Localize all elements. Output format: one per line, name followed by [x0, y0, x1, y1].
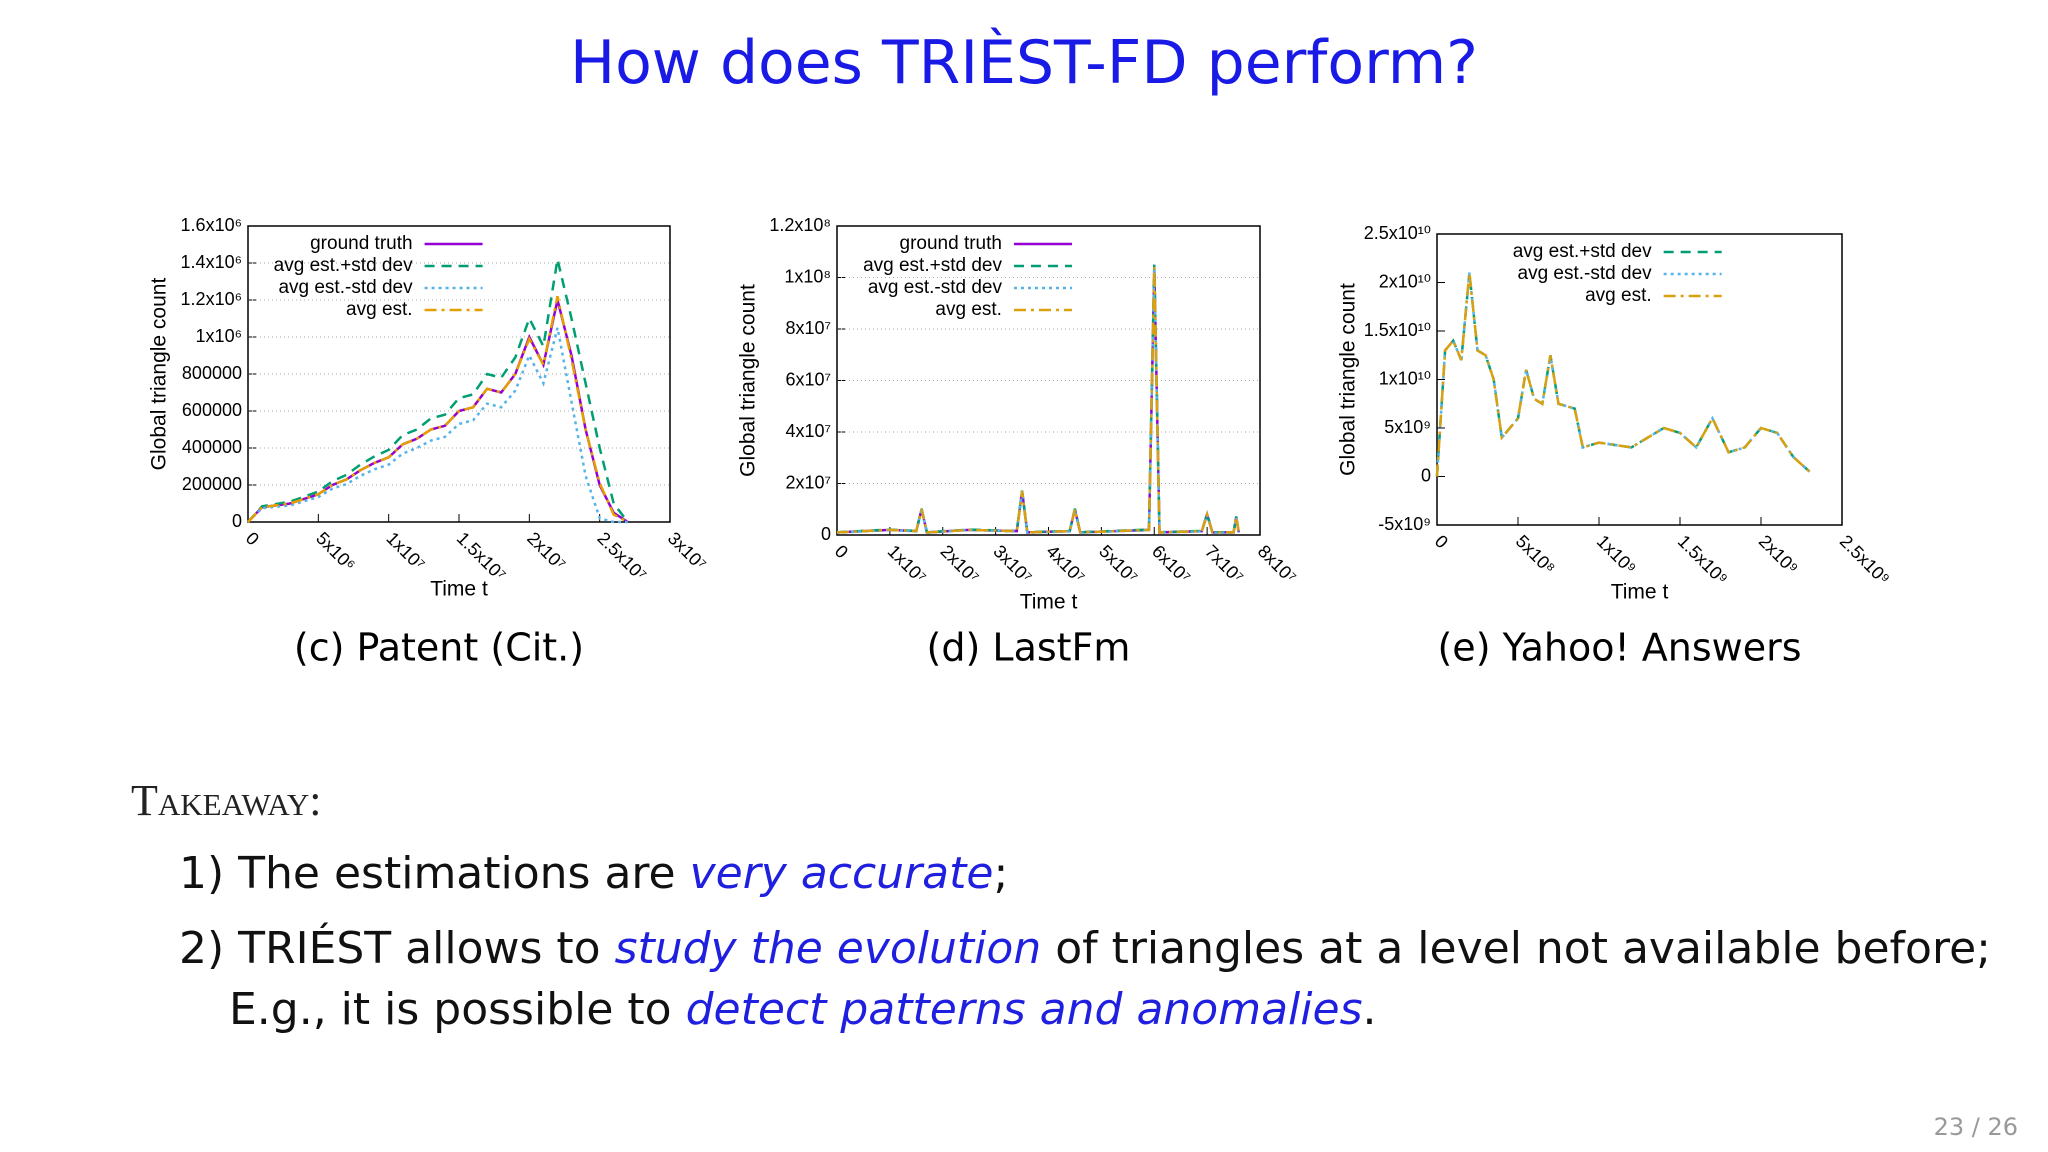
y-tick-label: 1x10⁶	[196, 326, 242, 346]
x-tick-label: 5x10⁸	[1512, 531, 1559, 578]
x-tick-label: 1x10⁷	[382, 528, 428, 574]
series-line	[836, 267, 1241, 534]
y-tick-label: 0	[821, 524, 831, 544]
legend-label: avg est.	[346, 299, 413, 320]
y-axis-title: Global triangle count	[737, 284, 760, 477]
series-line	[247, 327, 628, 524]
y-tick-label: 1.5x10¹⁰	[1364, 320, 1431, 340]
page-number: 23 / 26	[1933, 1113, 2018, 1141]
legend-label: avg est.+std dev	[1513, 241, 1652, 262]
emphasis: study the evolution	[614, 923, 1042, 974]
x-axis-title: Time t	[1611, 581, 1669, 604]
series-line	[836, 267, 1241, 534]
legend-label: avg est.	[1585, 285, 1652, 306]
x-tick-label: 2x10⁷	[523, 528, 569, 574]
legend-label: avg est.+std dev	[863, 255, 1002, 276]
text: 1) The estimations are	[179, 848, 690, 899]
x-tick-label: 0	[1431, 531, 1452, 552]
y-tick-label: 0	[232, 511, 242, 531]
y-tick-label: 4x10⁷	[785, 421, 831, 441]
x-tick-label: 7x10⁷	[1201, 541, 1247, 587]
legend-label: avg est.	[935, 299, 1002, 320]
series-line	[836, 264, 1241, 534]
x-tick-label: 0	[831, 541, 852, 562]
y-tick-label: 2x10⁷	[785, 472, 831, 492]
x-tick-label: 5x10⁷	[1095, 541, 1141, 587]
x-tick-label: 2x10⁷	[937, 541, 983, 587]
x-tick-label: 1x10⁷	[884, 541, 930, 587]
y-tick-label: 1x10¹⁰	[1379, 368, 1431, 388]
takeaway-line: E.g., it is possible to detect patterns …	[229, 988, 1377, 1032]
plot-frame	[1436, 233, 1843, 526]
x-tick-label: 2.5x10⁹	[1836, 531, 1894, 589]
x-axis-title: Time t	[430, 578, 488, 601]
takeaway-heading: Takeaway:	[131, 776, 322, 825]
plot-frame	[247, 225, 671, 523]
y-tick-label: 400000	[182, 437, 242, 457]
text: .	[1362, 984, 1377, 1035]
legend-label: avg est.-std dev	[868, 277, 1003, 298]
y-tick-label: 1.4x10⁶	[181, 252, 242, 272]
legend-label: avg est.-std dev	[278, 277, 413, 298]
x-tick-label: 2x10⁹	[1755, 531, 1802, 578]
y-tick-label: 5x10⁹	[1384, 417, 1431, 437]
legend-label: avg est.-std dev	[1518, 263, 1653, 284]
x-tick-label: 1.5x10⁷	[453, 528, 510, 585]
series-line	[247, 296, 629, 524]
y-tick-label: 1.2x10⁸	[769, 215, 831, 235]
x-tick-label: 3x10⁷	[664, 528, 710, 574]
text: 2) TRIÉST allows to	[179, 923, 615, 974]
y-tick-label: 2.5x10¹⁰	[1364, 223, 1431, 243]
y-axis-title: Global triangle count	[1337, 283, 1360, 476]
y-tick-label: 1.2x10⁶	[181, 289, 242, 309]
series-line	[1435, 272, 1811, 477]
x-tick-label: 1.5x10⁹	[1674, 531, 1732, 589]
y-tick-label: 8x10⁷	[785, 318, 831, 338]
series-line	[247, 259, 629, 523]
x-tick-label: 4x10⁷	[1042, 541, 1088, 587]
text: ;	[993, 848, 1009, 899]
x-tick-label: 1x10⁹	[1593, 531, 1640, 578]
x-tick-label: 0	[242, 528, 263, 549]
x-tick-label: 5x10⁶	[312, 528, 359, 575]
slide-title: How does TRIÈST-FD perform?	[569, 28, 1479, 98]
y-tick-label: 2x10¹⁰	[1379, 271, 1431, 291]
takeaway-line: 1) The estimations are very accurate;	[179, 852, 1008, 896]
text: E.g., it is possible to	[229, 984, 686, 1035]
y-tick-label: 1.6x10⁶	[181, 215, 242, 235]
y-tick-label: 200000	[182, 474, 242, 494]
text: of triangles at a level not available be…	[1041, 923, 1991, 974]
chart-caption: (d) LastFm	[927, 626, 1131, 670]
series-line	[836, 269, 1241, 535]
y-tick-label: 0	[1421, 465, 1431, 485]
y-axis-title: Global triangle count	[148, 278, 171, 471]
x-axis-title: Time t	[1020, 591, 1078, 614]
x-tick-label: 2.5x10⁷	[593, 528, 650, 585]
legend-label: ground truth	[900, 233, 1002, 254]
y-tick-label: 6x10⁷	[785, 369, 831, 389]
x-tick-label: 3x10⁷	[989, 541, 1035, 587]
chart-caption: (c) Patent (Cit.)	[294, 626, 584, 670]
legend-label: ground truth	[310, 233, 412, 254]
plot-frame	[836, 225, 1261, 536]
y-tick-label: 600000	[182, 400, 242, 420]
legend-label: avg est.+std dev	[274, 255, 413, 276]
y-tick-label: 1x10⁸	[784, 266, 831, 286]
x-tick-label: 6x10⁷	[1148, 541, 1194, 587]
chart-caption: (e) Yahoo! Answers	[1437, 626, 1801, 670]
emphasis: very accurate	[689, 848, 994, 899]
y-tick-label: -5x10⁹	[1378, 514, 1431, 534]
takeaway-line: 2) TRIÉST allows to study the evolution …	[179, 927, 1991, 971]
x-tick-label: 8x10⁷	[1254, 541, 1300, 587]
emphasis: detect patterns and anomalies	[685, 984, 1363, 1035]
y-tick-label: 800000	[182, 363, 242, 383]
